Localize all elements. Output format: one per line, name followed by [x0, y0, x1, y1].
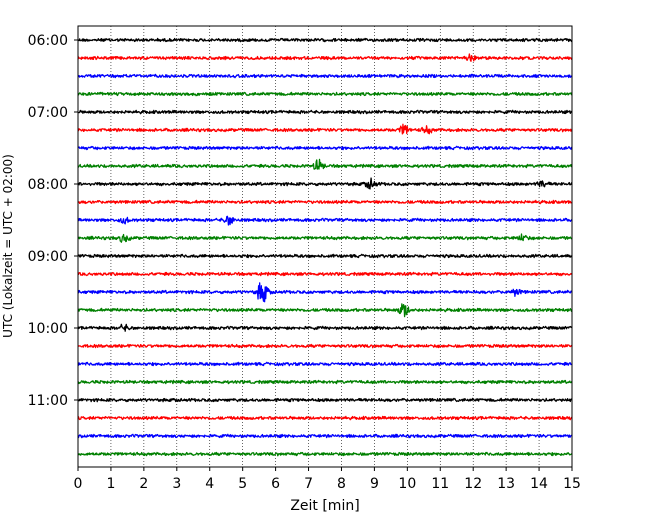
trace-1015 — [77, 343, 573, 349]
x-tick-label: 13 — [497, 476, 515, 492]
x-tick-label: 7 — [304, 476, 313, 492]
x-tick-label: 2 — [139, 476, 148, 492]
trace-0630 — [77, 73, 573, 79]
y-axis-label: UTC (Lokalzeit = UTC + 02:00) — [1, 154, 15, 338]
x-tick-label: 6 — [271, 476, 280, 492]
x-axis-label: Zeit [min] — [290, 498, 359, 514]
trace-1115 — [77, 415, 573, 421]
trace-0600 — [77, 37, 573, 43]
y-axis: 06:00 07:00 08:00 09:00 10:00 11:00 — [28, 33, 78, 409]
trace-0745 — [77, 158, 573, 170]
x-tick-label: 12 — [464, 476, 482, 492]
trace-0615 — [77, 53, 573, 62]
trace-0900 — [77, 253, 573, 259]
y-tick-label: 10:00 — [28, 321, 68, 337]
plot-frame — [77, 25, 573, 468]
y-tick-label: 11:00 — [28, 393, 68, 409]
x-tick-label: 4 — [205, 476, 214, 492]
trace-0730 — [77, 145, 573, 151]
trace-0700 — [77, 109, 573, 115]
y-tick-label: 08:00 — [28, 177, 68, 193]
x-tick-label: 1 — [106, 476, 115, 492]
trace-0845 — [77, 233, 573, 243]
trace-1000 — [77, 323, 573, 332]
y-tick-label: 07:00 — [28, 105, 68, 121]
trace-group — [77, 37, 573, 457]
x-axis: 0 1 2 3 4 5 6 7 8 9 10 11 12 13 14 15 — [74, 467, 581, 492]
trace-0815 — [77, 199, 573, 205]
trace-0800 — [77, 177, 573, 190]
trace-0945 — [77, 303, 573, 318]
y-tick-label: 06:00 — [28, 33, 68, 49]
x-tick-label: 5 — [238, 476, 247, 492]
trace-1130 — [77, 433, 573, 439]
trace-0930 — [77, 282, 573, 303]
x-tick-label: 8 — [337, 476, 346, 492]
trace-0715 — [77, 123, 573, 135]
trace-1145 — [77, 451, 573, 457]
x-tick-label: 9 — [370, 476, 379, 492]
x-tick-label: 15 — [563, 476, 581, 492]
trace-0915 — [77, 271, 573, 277]
trace-1100 — [77, 397, 573, 403]
y-tick-label: 09:00 — [28, 249, 68, 265]
trace-0645 — [77, 91, 573, 97]
x-tick-label: 3 — [172, 476, 181, 492]
x-tick-label: 14 — [530, 476, 548, 492]
x-tick-label: 0 — [74, 476, 83, 492]
trace-0830 — [77, 215, 573, 226]
x-tick-label: 11 — [431, 476, 449, 492]
trace-1030 — [77, 361, 573, 367]
trace-1045 — [77, 379, 573, 385]
x-tick-label: 10 — [398, 476, 416, 492]
